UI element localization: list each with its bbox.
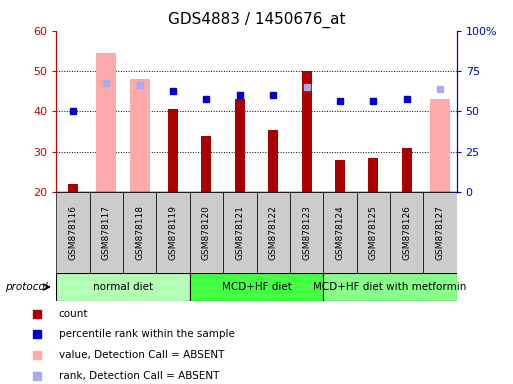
Text: GSM878127: GSM878127 (436, 205, 444, 260)
Bar (268, 129, 278, 192)
Bar (235, 99, 245, 192)
Bar (156, 192, 190, 273)
Bar (357, 192, 390, 273)
Bar (56, 273, 190, 301)
Text: GSM878124: GSM878124 (336, 205, 344, 260)
Text: count: count (58, 309, 88, 319)
Text: GSM878122: GSM878122 (269, 205, 278, 260)
Bar (123, 192, 156, 273)
Text: normal diet: normal diet (93, 282, 153, 292)
Text: GSM878120: GSM878120 (202, 205, 211, 260)
Bar (56, 192, 90, 273)
Bar (290, 192, 323, 273)
Bar (390, 192, 423, 273)
Text: GSM878123: GSM878123 (302, 205, 311, 260)
Text: GSM878121: GSM878121 (235, 205, 244, 260)
Bar (223, 192, 256, 273)
Text: value, Detection Call = ABSENT: value, Detection Call = ABSENT (58, 350, 224, 360)
Bar (190, 273, 323, 301)
Title: GDS4883 / 1450676_at: GDS4883 / 1450676_at (168, 12, 345, 28)
Text: GSM878116: GSM878116 (69, 205, 77, 260)
Text: MCD+HF diet: MCD+HF diet (222, 282, 291, 292)
Text: GSM878119: GSM878119 (169, 205, 177, 260)
Bar (323, 192, 357, 273)
Bar (96, 53, 116, 192)
Bar (323, 273, 457, 301)
Text: protocol: protocol (5, 282, 48, 292)
Bar (190, 192, 223, 273)
Bar (90, 192, 123, 273)
Bar (335, 160, 345, 192)
Text: GSM878126: GSM878126 (402, 205, 411, 260)
Bar (202, 136, 211, 192)
Text: GSM878125: GSM878125 (369, 205, 378, 260)
Text: rank, Detection Call = ABSENT: rank, Detection Call = ABSENT (58, 371, 219, 381)
Bar (423, 192, 457, 273)
Text: percentile rank within the sample: percentile rank within the sample (58, 329, 234, 339)
Bar (368, 158, 378, 192)
Bar (168, 109, 178, 192)
Bar (302, 71, 311, 192)
Text: GSM878117: GSM878117 (102, 205, 111, 260)
Bar (130, 79, 150, 192)
Bar (256, 192, 290, 273)
Bar (402, 148, 411, 192)
Text: GSM878118: GSM878118 (135, 205, 144, 260)
Text: MCD+HF diet with metformin: MCD+HF diet with metformin (313, 282, 466, 292)
Bar (430, 99, 450, 192)
Bar (68, 184, 78, 192)
